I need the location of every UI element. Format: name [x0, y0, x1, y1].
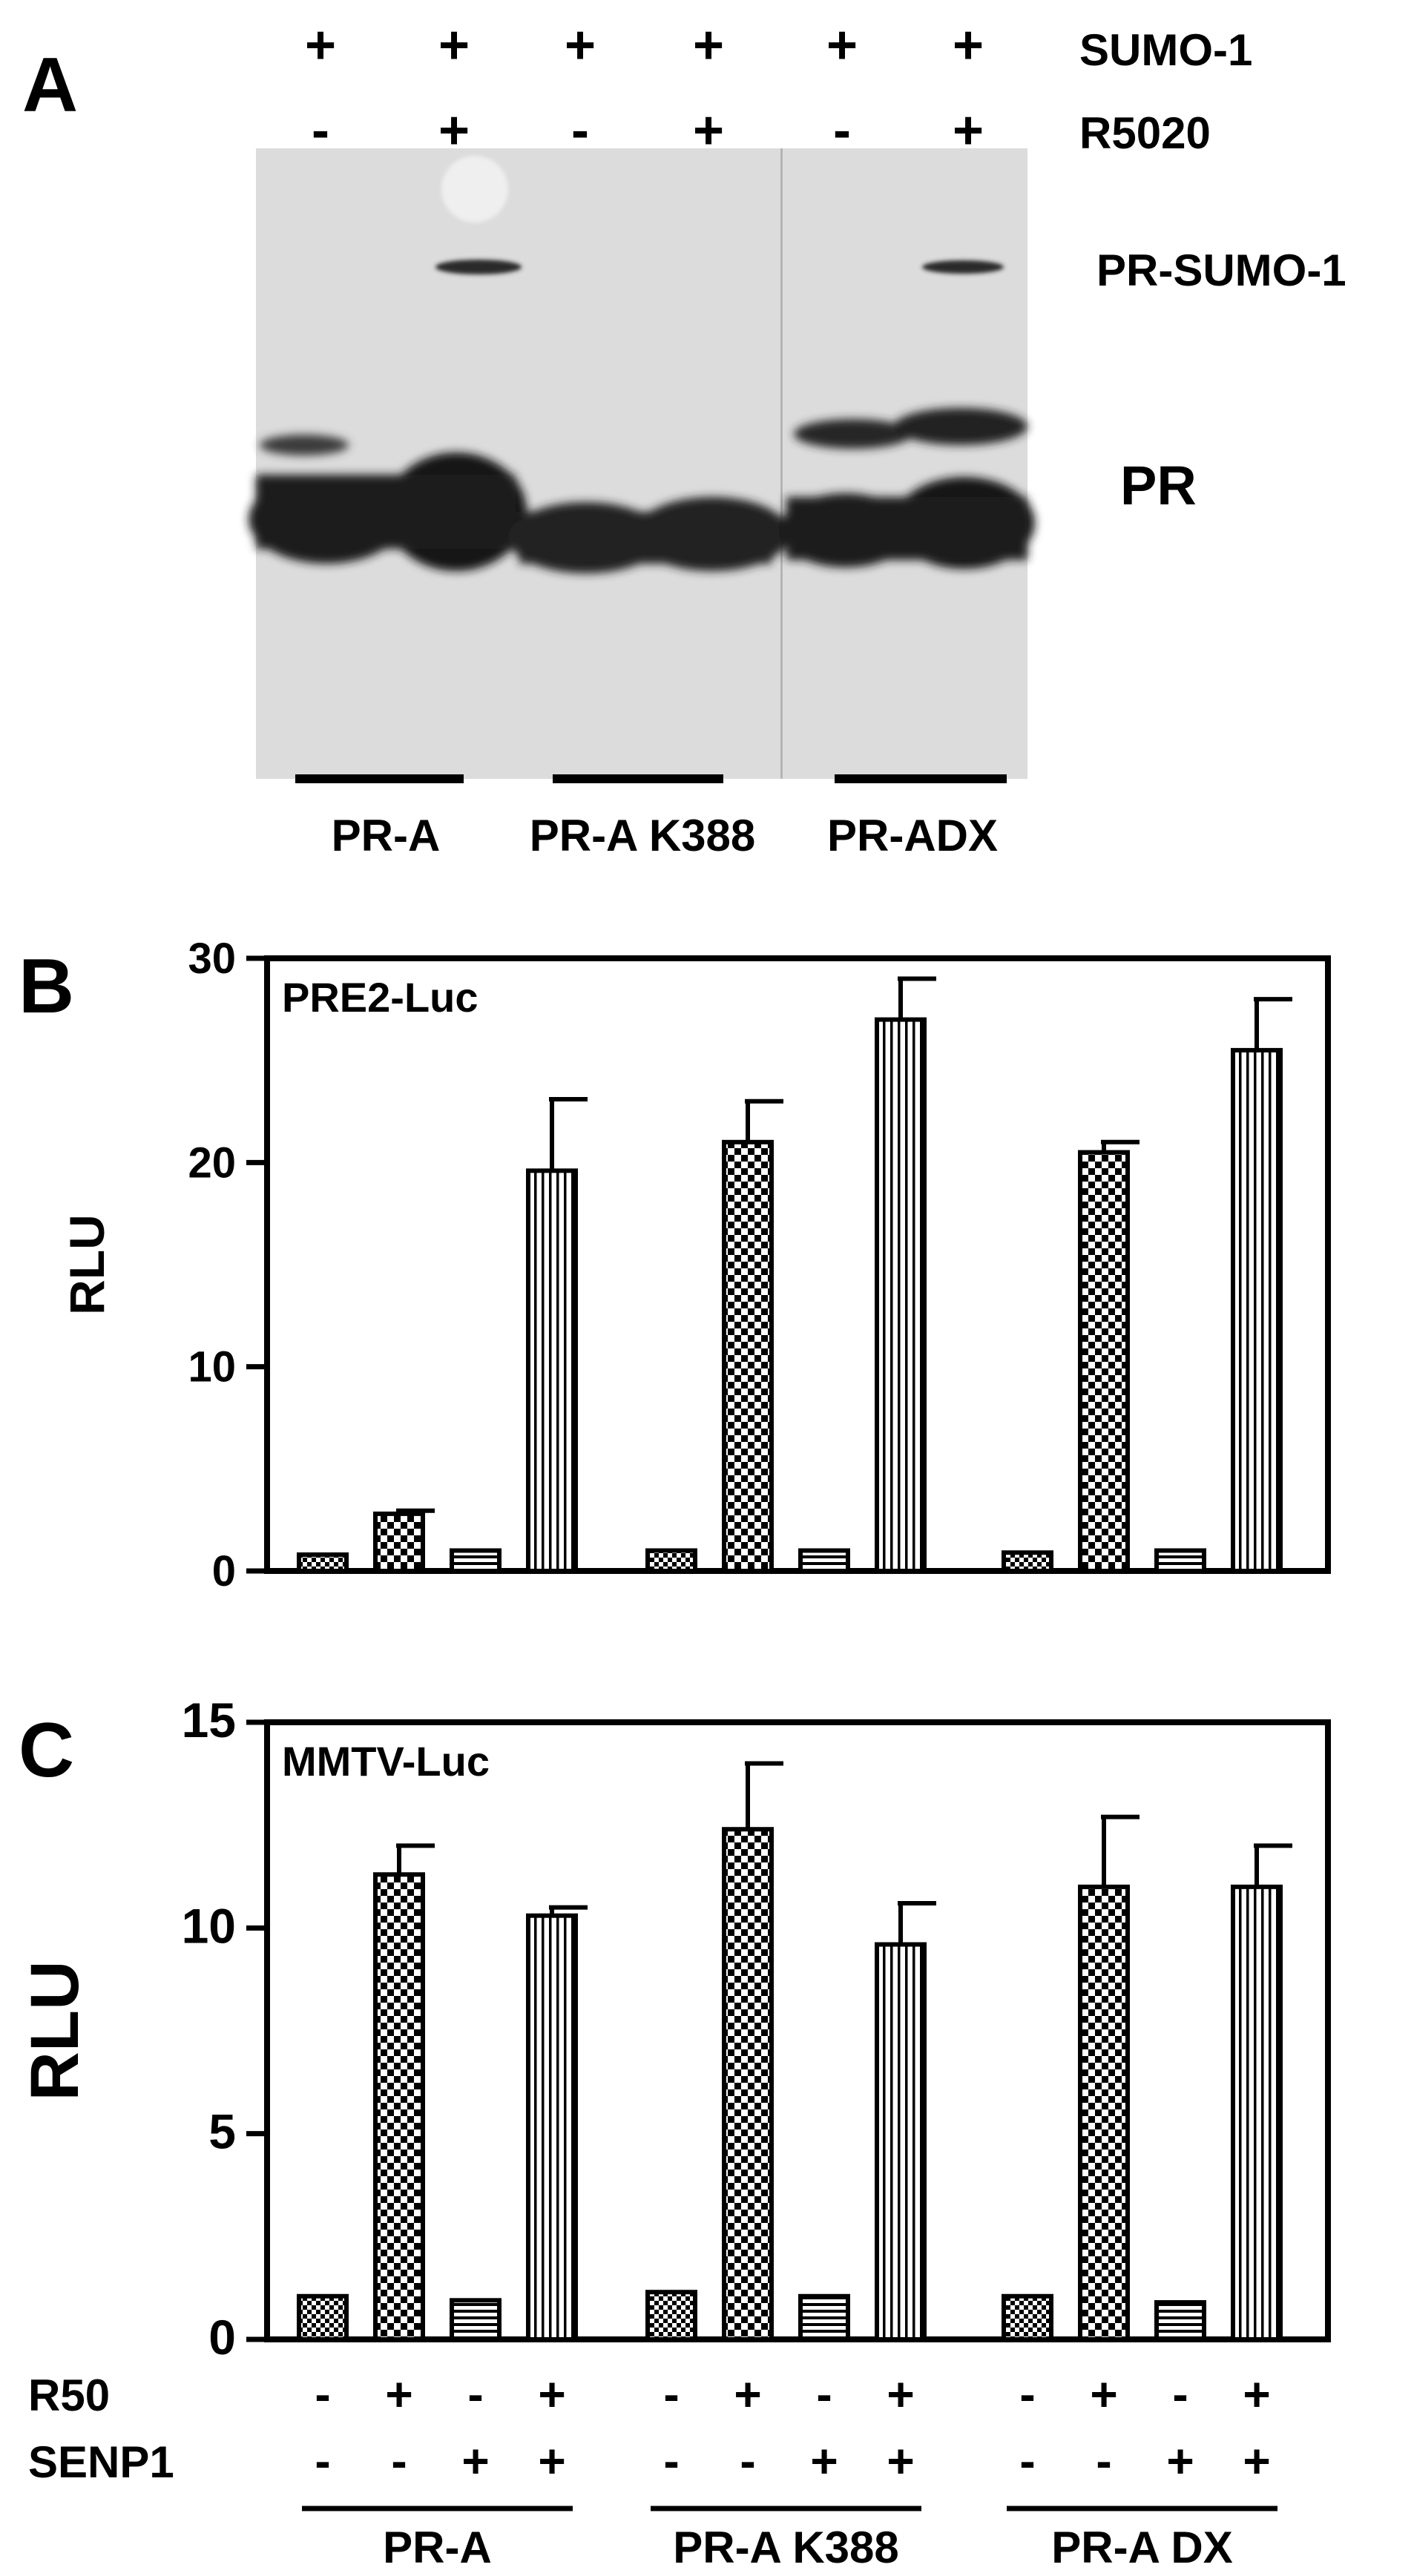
senp1-sign: - — [663, 2434, 679, 2488]
senp1-sign: + — [1166, 2434, 1194, 2488]
row-label-senp1: SENP1 — [28, 2437, 174, 2487]
bar-pr-a-dx-2 — [1078, 1884, 1130, 2342]
chart-title: PRE2-Luc — [282, 974, 479, 1021]
bar-pr-a-1 — [297, 2293, 349, 2342]
senp1-sign: + — [461, 2434, 489, 2488]
y-tick-label: 20 — [188, 1139, 236, 1187]
r50-sign: - — [1172, 2368, 1188, 2421]
bar-pr-a-k388-4 — [875, 1017, 927, 1573]
y-tick-label: 10 — [182, 1898, 236, 1953]
bar-pr-a-dx-2 — [1078, 1150, 1130, 1573]
bar-pr-a-dx-1 — [1002, 2293, 1053, 2342]
r50-sign: - — [467, 2368, 483, 2421]
senp1-sign: - — [740, 2434, 755, 2488]
pr-bands — [249, 408, 1035, 573]
sumo-sign-6: + — [953, 16, 984, 75]
r50-sign: + — [734, 2368, 761, 2421]
group-label-pr-adx: PR-ADX — [827, 811, 998, 860]
bar-pr-a-dx-3 — [1154, 1548, 1206, 1573]
r5020-sign-1: - — [312, 101, 329, 160]
senp1-sign: - — [391, 2434, 407, 2488]
y-tick-label: 10 — [188, 1343, 236, 1391]
group-label: PR-A DX — [1051, 2523, 1232, 2572]
bar-pr-a-k388-1 — [645, 2290, 697, 2342]
sumo-sign-3: + — [565, 16, 596, 75]
y-tick-label: 30 — [188, 935, 236, 983]
western-blot-image — [249, 148, 1035, 779]
senp1-sign: - — [1019, 2434, 1035, 2488]
r50-sign: - — [663, 2368, 679, 2421]
bar-pr-a-2 — [373, 1872, 425, 2342]
bar-pr-a-dx-1 — [1002, 1550, 1053, 1573]
panel-b: B 0 10 20 30 RLU PRE2-Luc — [19, 935, 1331, 1595]
row-label-r5020: R5020 — [1079, 108, 1211, 158]
sumo-sign-1: + — [305, 16, 336, 75]
senp1-sign: - — [315, 2434, 330, 2488]
bar-pr-a-4 — [526, 1913, 578, 2342]
bar-pr-a-1 — [297, 1552, 349, 1574]
plot-frame — [264, 955, 1331, 1574]
r50-sign: + — [887, 2368, 914, 2421]
chart-title: MMTV-Luc — [282, 1738, 490, 1785]
r50-sign: + — [1243, 2368, 1270, 2421]
r5020-sign-3: - — [571, 101, 589, 160]
r50-sign: + — [385, 2368, 412, 2421]
panel-a-sign-rows: + + + + + +- + - + - + — [305, 16, 984, 160]
y-tick-label: 15 — [182, 1693, 236, 1747]
bar-pr-a-dx-4 — [1231, 1884, 1283, 2342]
bar-pr-a-k388-3 — [798, 1548, 850, 1573]
senp1-sign: + — [810, 2434, 838, 2488]
group-label-pr-a: PR-A — [332, 811, 441, 860]
sumo-sign-2: + — [438, 16, 470, 75]
plot-frame — [264, 1719, 1331, 2342]
r50-sign: + — [538, 2368, 565, 2421]
y-axis-label: RLU — [17, 1960, 93, 2101]
bar-pr-a-dx-3 — [1154, 2300, 1206, 2342]
y-tick-label: 5 — [208, 2104, 236, 2159]
bar-pr-a-3 — [450, 1548, 502, 1573]
group-label-pr-a-k388: PR-A K388 — [530, 811, 756, 860]
chart-b: 0 10 20 30 RLU PRE2-Luc — [59, 935, 1331, 1595]
sumo-sign-4: + — [693, 16, 724, 75]
r50-sign: + — [1090, 2368, 1117, 2421]
chart-c: 051015RLUMMTV-LucR50SENP1--+--+++PR-A--+… — [17, 1693, 1331, 2572]
y-tick-label: 0 — [212, 1547, 236, 1595]
senp1-sign: + — [1243, 2434, 1270, 2488]
row-label-sumo: SUMO-1 — [1079, 25, 1252, 75]
group-label: PR-A K388 — [673, 2523, 899, 2572]
r50-sign: - — [1019, 2368, 1035, 2421]
senp1-sign: + — [887, 2434, 914, 2488]
y-tick-label: 0 — [208, 2310, 236, 2365]
y-axis-label: RLU — [59, 1214, 114, 1315]
row-label-r50: R50 — [28, 2371, 110, 2420]
bar-pr-a-dx-4 — [1231, 1047, 1283, 1573]
bar-pr-a-4 — [526, 1168, 578, 1573]
r50-sign: - — [315, 2368, 330, 2421]
bar-pr-a-k388-4 — [875, 1942, 927, 2342]
group-label: PR-A — [383, 2523, 492, 2572]
panel-a-letter: A — [22, 42, 78, 128]
panel-c: C 051015RLUMMTV-LucR50SENP1--+--+++PR-A-… — [17, 1693, 1331, 2572]
bar-pr-a-3 — [450, 2298, 502, 2342]
bar-pr-a-k388-2 — [722, 1139, 774, 1574]
panel-b-letter: B — [19, 943, 74, 1030]
panel-c-letter: C — [19, 1707, 74, 1793]
band-label-pr: PR — [1120, 455, 1197, 516]
sumo-sign-5: + — [826, 16, 858, 75]
bar-pr-a-2 — [373, 1511, 425, 1573]
senp1-sign: - — [1096, 2434, 1111, 2488]
pr-sumo-bands — [435, 156, 1004, 274]
bar-pr-a-k388-2 — [722, 1827, 774, 2342]
panel-a: A + + + + + +- + - + - + SUMO-1 R5020 — [22, 16, 1346, 860]
r50-sign: - — [816, 2368, 832, 2421]
senp1-sign: + — [538, 2434, 565, 2488]
bar-pr-a-k388-1 — [645, 1548, 697, 1573]
bar-pr-a-k388-3 — [798, 2293, 850, 2342]
band-label-pr-sumo: PR-SUMO-1 — [1096, 246, 1346, 295]
r5020-sign-5: - — [833, 101, 851, 160]
